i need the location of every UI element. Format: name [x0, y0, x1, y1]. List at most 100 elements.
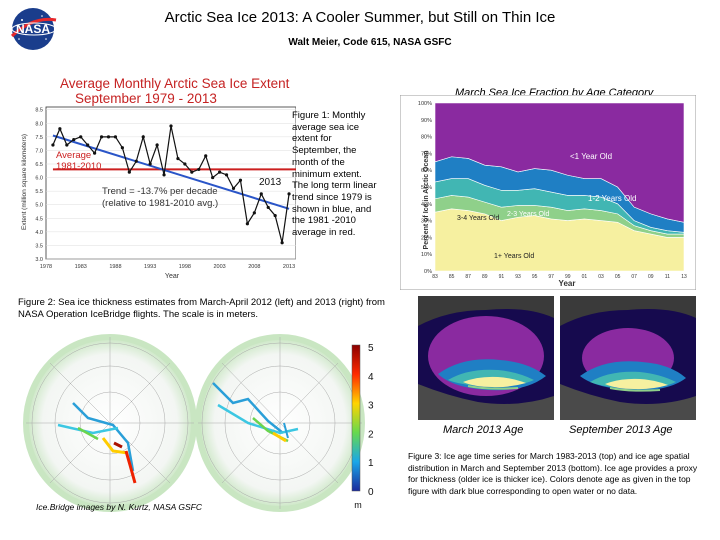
- fig1-point: [190, 170, 194, 174]
- fig1-trend-label-2: (relative to 1981-2010 avg.): [102, 198, 218, 209]
- fig1-ytick: 4.0: [35, 230, 43, 236]
- fig1-point: [169, 124, 173, 128]
- fig3-xtick: 83: [432, 274, 438, 280]
- map-2013: [195, 334, 365, 512]
- fig1-point: [231, 186, 236, 191]
- fig1-point: [113, 135, 118, 139]
- figure3-maps: [418, 296, 696, 420]
- fig1-ytick: 8.0: [35, 121, 43, 127]
- fig3-xtick: 87: [465, 274, 471, 280]
- fig1-point: [120, 146, 124, 150]
- figure3-chart: 0% 10% 20% 30% 40% 50% 60% 70% 80% 90% 100% 83 85 87…: [399, 94, 697, 291]
- fig1-ytick: 7.5: [35, 135, 43, 141]
- fig3-label-2-3: 2-3 Years Old: [507, 211, 550, 218]
- fig1-xtick: 2003: [213, 264, 225, 270]
- fig3-label-1plus: 1+ Years Old: [494, 253, 534, 260]
- fig3-xtick: 97: [548, 274, 554, 280]
- fig1-ytick: 4.5: [35, 216, 43, 222]
- figure1-caption: Figure 1: Monthly average sea ice extent…: [292, 110, 377, 239]
- nasa-logo-text: NASA: [16, 22, 50, 36]
- fig3-xtick: 89: [482, 274, 488, 280]
- fig3-xtick: 03: [598, 274, 604, 280]
- fig1-point: [58, 127, 62, 131]
- fig1-trend-line: [52, 134, 290, 210]
- scale-label: 2: [368, 429, 374, 440]
- fig1-xtick: 2008: [248, 264, 260, 270]
- fig3-ytick: 30%: [421, 219, 432, 225]
- scale-label: 4: [368, 372, 374, 383]
- map-march-2013: [418, 296, 554, 420]
- fig1-point: [273, 213, 277, 218]
- fig3-ytick: 10%: [421, 252, 432, 258]
- fig1-xtick: 1978: [40, 264, 52, 270]
- fig1-xtick: 1983: [75, 264, 87, 270]
- figure2-caption: Figure 2: Sea ice thickness estimates fr…: [18, 297, 385, 320]
- fig3-label-1-2: 1-2 Years Old: [588, 194, 636, 203]
- fig1-xtick: 1993: [144, 264, 156, 270]
- fig1-point: [176, 156, 180, 161]
- fig1-point: [51, 143, 55, 147]
- fig1-ytick: 6.0: [35, 176, 43, 182]
- fig1-point: [211, 175, 215, 180]
- fig3-xtick: 99: [565, 274, 571, 280]
- figure3-caption: Figure 3: Ice age time series for March …: [408, 451, 698, 496]
- fig3-xtick: 11: [665, 274, 670, 280]
- fig1-xtick: 1998: [179, 264, 191, 270]
- fig1-point: [245, 222, 249, 226]
- fig1-point: [134, 159, 138, 163]
- scale-label: 3: [368, 401, 374, 412]
- thickness-scale: 5 4 3 2 1 0 m: [351, 343, 374, 510]
- figure1-title-line2: September 1979 - 2013: [75, 91, 217, 106]
- fig1-point: [266, 205, 270, 210]
- fig3-xtick: 01: [582, 274, 588, 280]
- fig3-ytick: 70%: [421, 151, 432, 157]
- fig1-point: [93, 151, 97, 155]
- fig1-point: [224, 173, 229, 177]
- fig1-point: [252, 211, 256, 215]
- figure3-chart-panel: 0% 10% 20% 30% 40% 50% 60% 70% 80% 90% 100% 83 85 87…: [399, 94, 697, 291]
- fig3-label-lt1: <1 Year Old: [570, 152, 612, 161]
- fig1-xtick: 2013: [283, 264, 295, 270]
- fig3-xtick: 09: [648, 274, 654, 280]
- fig1-point: [238, 178, 243, 182]
- scale-label: 1: [368, 458, 374, 469]
- fig3-xtick: 07: [631, 274, 637, 280]
- fig1-average-label-2: 1981-2010: [56, 161, 101, 172]
- fig1-ytick: 8.5: [35, 108, 43, 114]
- figure1-title-line1: Average Monthly Arctic Sea Ice Extent: [60, 76, 290, 91]
- fig3-area-lt1: [434, 102, 685, 223]
- fig3-xlabel: Year: [559, 279, 576, 288]
- fig3-ytick: 50%: [421, 185, 432, 191]
- fig1-point: [259, 192, 263, 196]
- fig1-point: [141, 135, 145, 139]
- fig1-trend-label-1: Trend = -13.7% per decade: [102, 186, 218, 197]
- fig3-xtick: 95: [532, 274, 538, 280]
- fig1-point: [99, 135, 104, 139]
- fig3-ytick: 100%: [418, 101, 432, 107]
- fig1-average-label-1: Average: [56, 150, 91, 161]
- scale-label: 0: [368, 487, 374, 498]
- fig1-point: [197, 167, 201, 172]
- fig3-ytick: 0%: [424, 269, 432, 275]
- figure2-maps: 5 4 3 2 1 0 m: [23, 334, 374, 512]
- fig1-point: [155, 143, 159, 147]
- scale-label: 5: [368, 343, 374, 354]
- page-title: Arctic Sea Ice 2013: A Cooler Summer, bu…: [164, 9, 556, 26]
- fig1-ytick: 7.0: [35, 148, 43, 154]
- fig1-point: [106, 135, 111, 139]
- fig3-xtick: 91: [499, 274, 505, 280]
- fig1-point: [72, 137, 76, 142]
- figure1-chart: 3.0 3.5 4.0 4.5 5.0 5.5 6.0 6.5 7.0 7.5 8.0 8.5 197…: [21, 106, 297, 280]
- fig1-ytick: 5.0: [35, 203, 43, 209]
- author-line: Walt Meier, Code 615, NASA GSFC: [288, 37, 452, 48]
- fig1-xtick: 1988: [109, 264, 121, 270]
- fig1-point: [79, 135, 83, 139]
- fig3-ytick: 80%: [421, 135, 432, 141]
- fig1-point: [65, 143, 69, 147]
- nasa-logo: NASA: [6, 6, 60, 52]
- fig3-ytick: 20%: [421, 235, 432, 241]
- fig1-point: [127, 170, 131, 174]
- fig3-label-3-4: 3-4 Years Old: [457, 215, 500, 222]
- fig1-ylabel: Extent (million square kilometers): [21, 134, 28, 230]
- fig1-ytick: 3.0: [35, 257, 43, 263]
